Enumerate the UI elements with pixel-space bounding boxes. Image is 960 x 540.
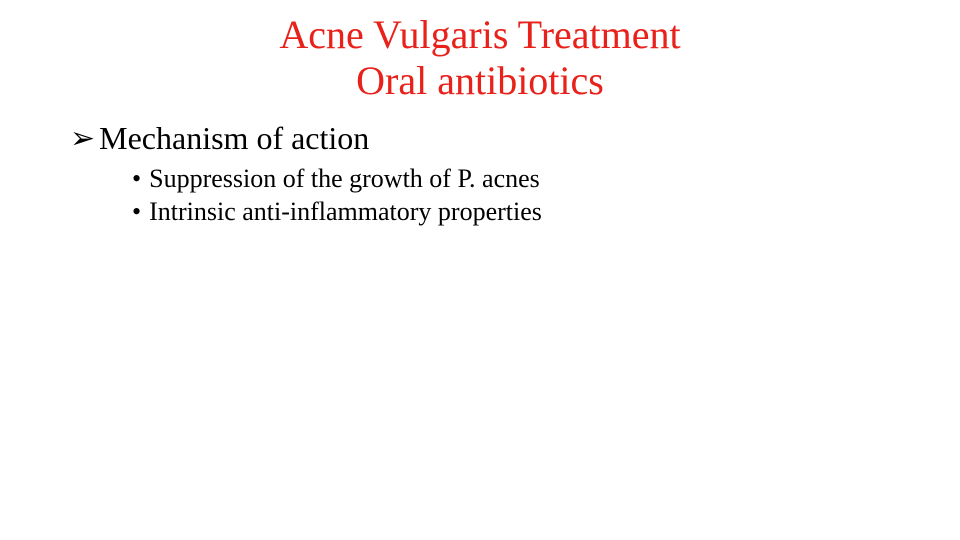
arrow-bullet-icon: ➢	[70, 124, 95, 154]
bullet-dot-icon: •	[132, 196, 141, 229]
title-line-2: Oral antibiotics	[356, 58, 604, 103]
list-item-text: Intrinsic anti-inflammatory properties	[149, 196, 542, 229]
bullet-dot-icon: •	[132, 163, 141, 196]
list-item: • Intrinsic anti-inflammatory properties	[132, 196, 920, 229]
section-heading-row: ➢ Mechanism of action	[70, 120, 920, 157]
slide-title: Acne Vulgaris Treatment Oral antibiotics	[40, 12, 920, 104]
list-item-text: Suppression of the growth of P. acnes	[149, 163, 540, 196]
section: ➢ Mechanism of action • Suppression of t…	[70, 120, 920, 228]
section-heading: Mechanism of action	[99, 120, 369, 157]
bullet-list: • Suppression of the growth of P. acnes …	[132, 163, 920, 228]
slide: Acne Vulgaris Treatment Oral antibiotics…	[0, 0, 960, 540]
list-item: • Suppression of the growth of P. acnes	[132, 163, 920, 196]
title-line-1: Acne Vulgaris Treatment	[279, 12, 680, 57]
